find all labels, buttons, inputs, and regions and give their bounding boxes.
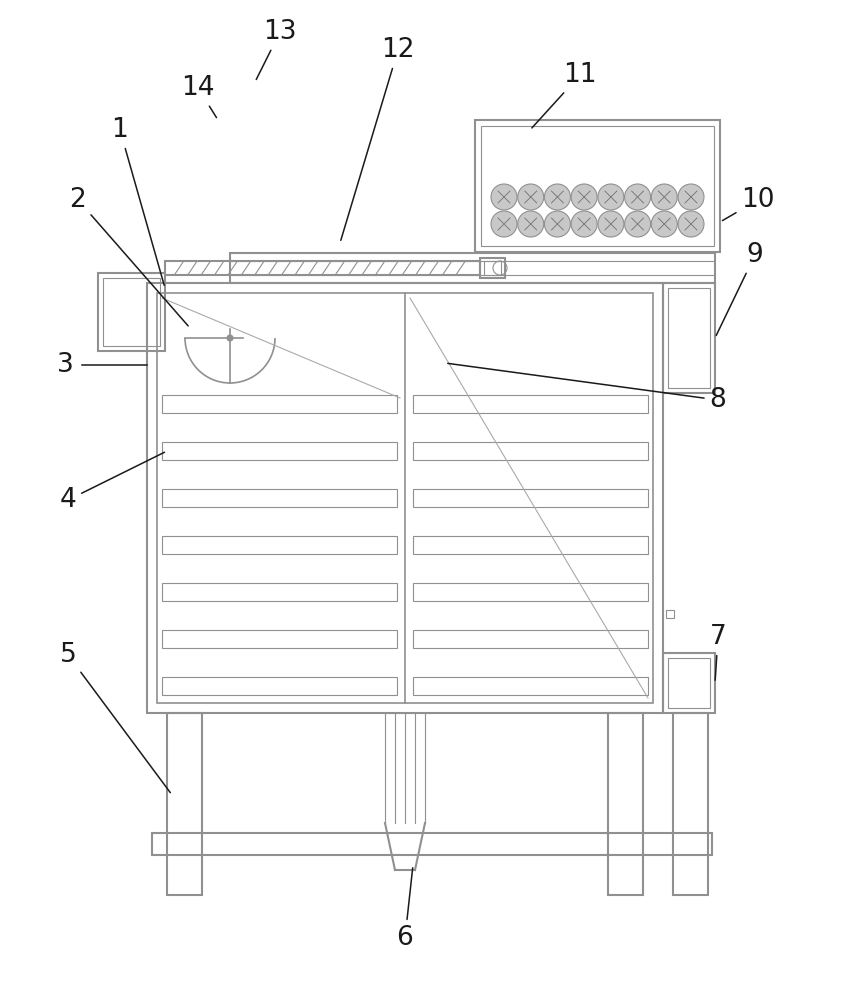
Bar xyxy=(668,288,709,388)
Bar xyxy=(413,583,647,601)
Bar xyxy=(147,283,663,713)
Bar xyxy=(668,658,709,708)
Text: 5: 5 xyxy=(60,642,170,793)
Bar xyxy=(480,126,713,246)
Text: 13: 13 xyxy=(256,19,296,80)
Text: 3: 3 xyxy=(57,352,73,378)
Bar xyxy=(663,653,714,713)
Bar xyxy=(162,677,397,695)
Circle shape xyxy=(624,211,650,237)
Circle shape xyxy=(598,184,623,210)
Circle shape xyxy=(490,184,517,210)
Circle shape xyxy=(651,211,677,237)
Circle shape xyxy=(227,335,233,341)
Bar xyxy=(484,261,500,275)
Bar xyxy=(162,583,397,601)
Bar xyxy=(479,258,505,278)
Bar xyxy=(413,630,647,648)
Bar xyxy=(167,713,202,895)
Text: 14: 14 xyxy=(181,75,216,118)
Bar xyxy=(230,253,714,283)
Bar xyxy=(474,120,719,252)
Text: 9: 9 xyxy=(716,242,762,335)
Circle shape xyxy=(677,184,703,210)
Bar xyxy=(162,395,397,413)
Bar xyxy=(162,489,397,507)
Text: 4: 4 xyxy=(60,452,165,513)
Circle shape xyxy=(624,184,650,210)
Bar xyxy=(665,610,674,618)
Circle shape xyxy=(571,184,597,210)
Bar xyxy=(663,283,714,393)
Bar xyxy=(165,261,479,275)
Bar xyxy=(98,273,165,351)
Bar xyxy=(162,630,397,648)
Text: 11: 11 xyxy=(531,62,596,128)
Text: 10: 10 xyxy=(722,187,774,221)
Text: 1: 1 xyxy=(111,117,164,285)
Circle shape xyxy=(490,211,517,237)
Bar xyxy=(157,293,652,703)
Text: 6: 6 xyxy=(396,868,413,951)
Circle shape xyxy=(677,211,703,237)
Bar xyxy=(608,713,642,895)
Bar xyxy=(413,677,647,695)
Bar xyxy=(413,489,647,507)
Text: 12: 12 xyxy=(340,37,414,240)
Circle shape xyxy=(517,211,543,237)
Bar xyxy=(672,713,707,895)
Bar xyxy=(152,833,711,855)
Circle shape xyxy=(598,211,623,237)
Text: 7: 7 xyxy=(709,624,726,680)
Text: 8: 8 xyxy=(447,363,726,413)
Circle shape xyxy=(544,211,570,237)
Circle shape xyxy=(571,211,597,237)
Bar xyxy=(162,442,397,460)
Circle shape xyxy=(544,184,570,210)
Bar xyxy=(413,536,647,554)
Circle shape xyxy=(651,184,677,210)
Bar xyxy=(103,278,160,346)
Text: 2: 2 xyxy=(69,187,188,326)
Circle shape xyxy=(517,184,543,210)
Bar xyxy=(413,395,647,413)
Bar xyxy=(413,442,647,460)
Bar xyxy=(162,536,397,554)
